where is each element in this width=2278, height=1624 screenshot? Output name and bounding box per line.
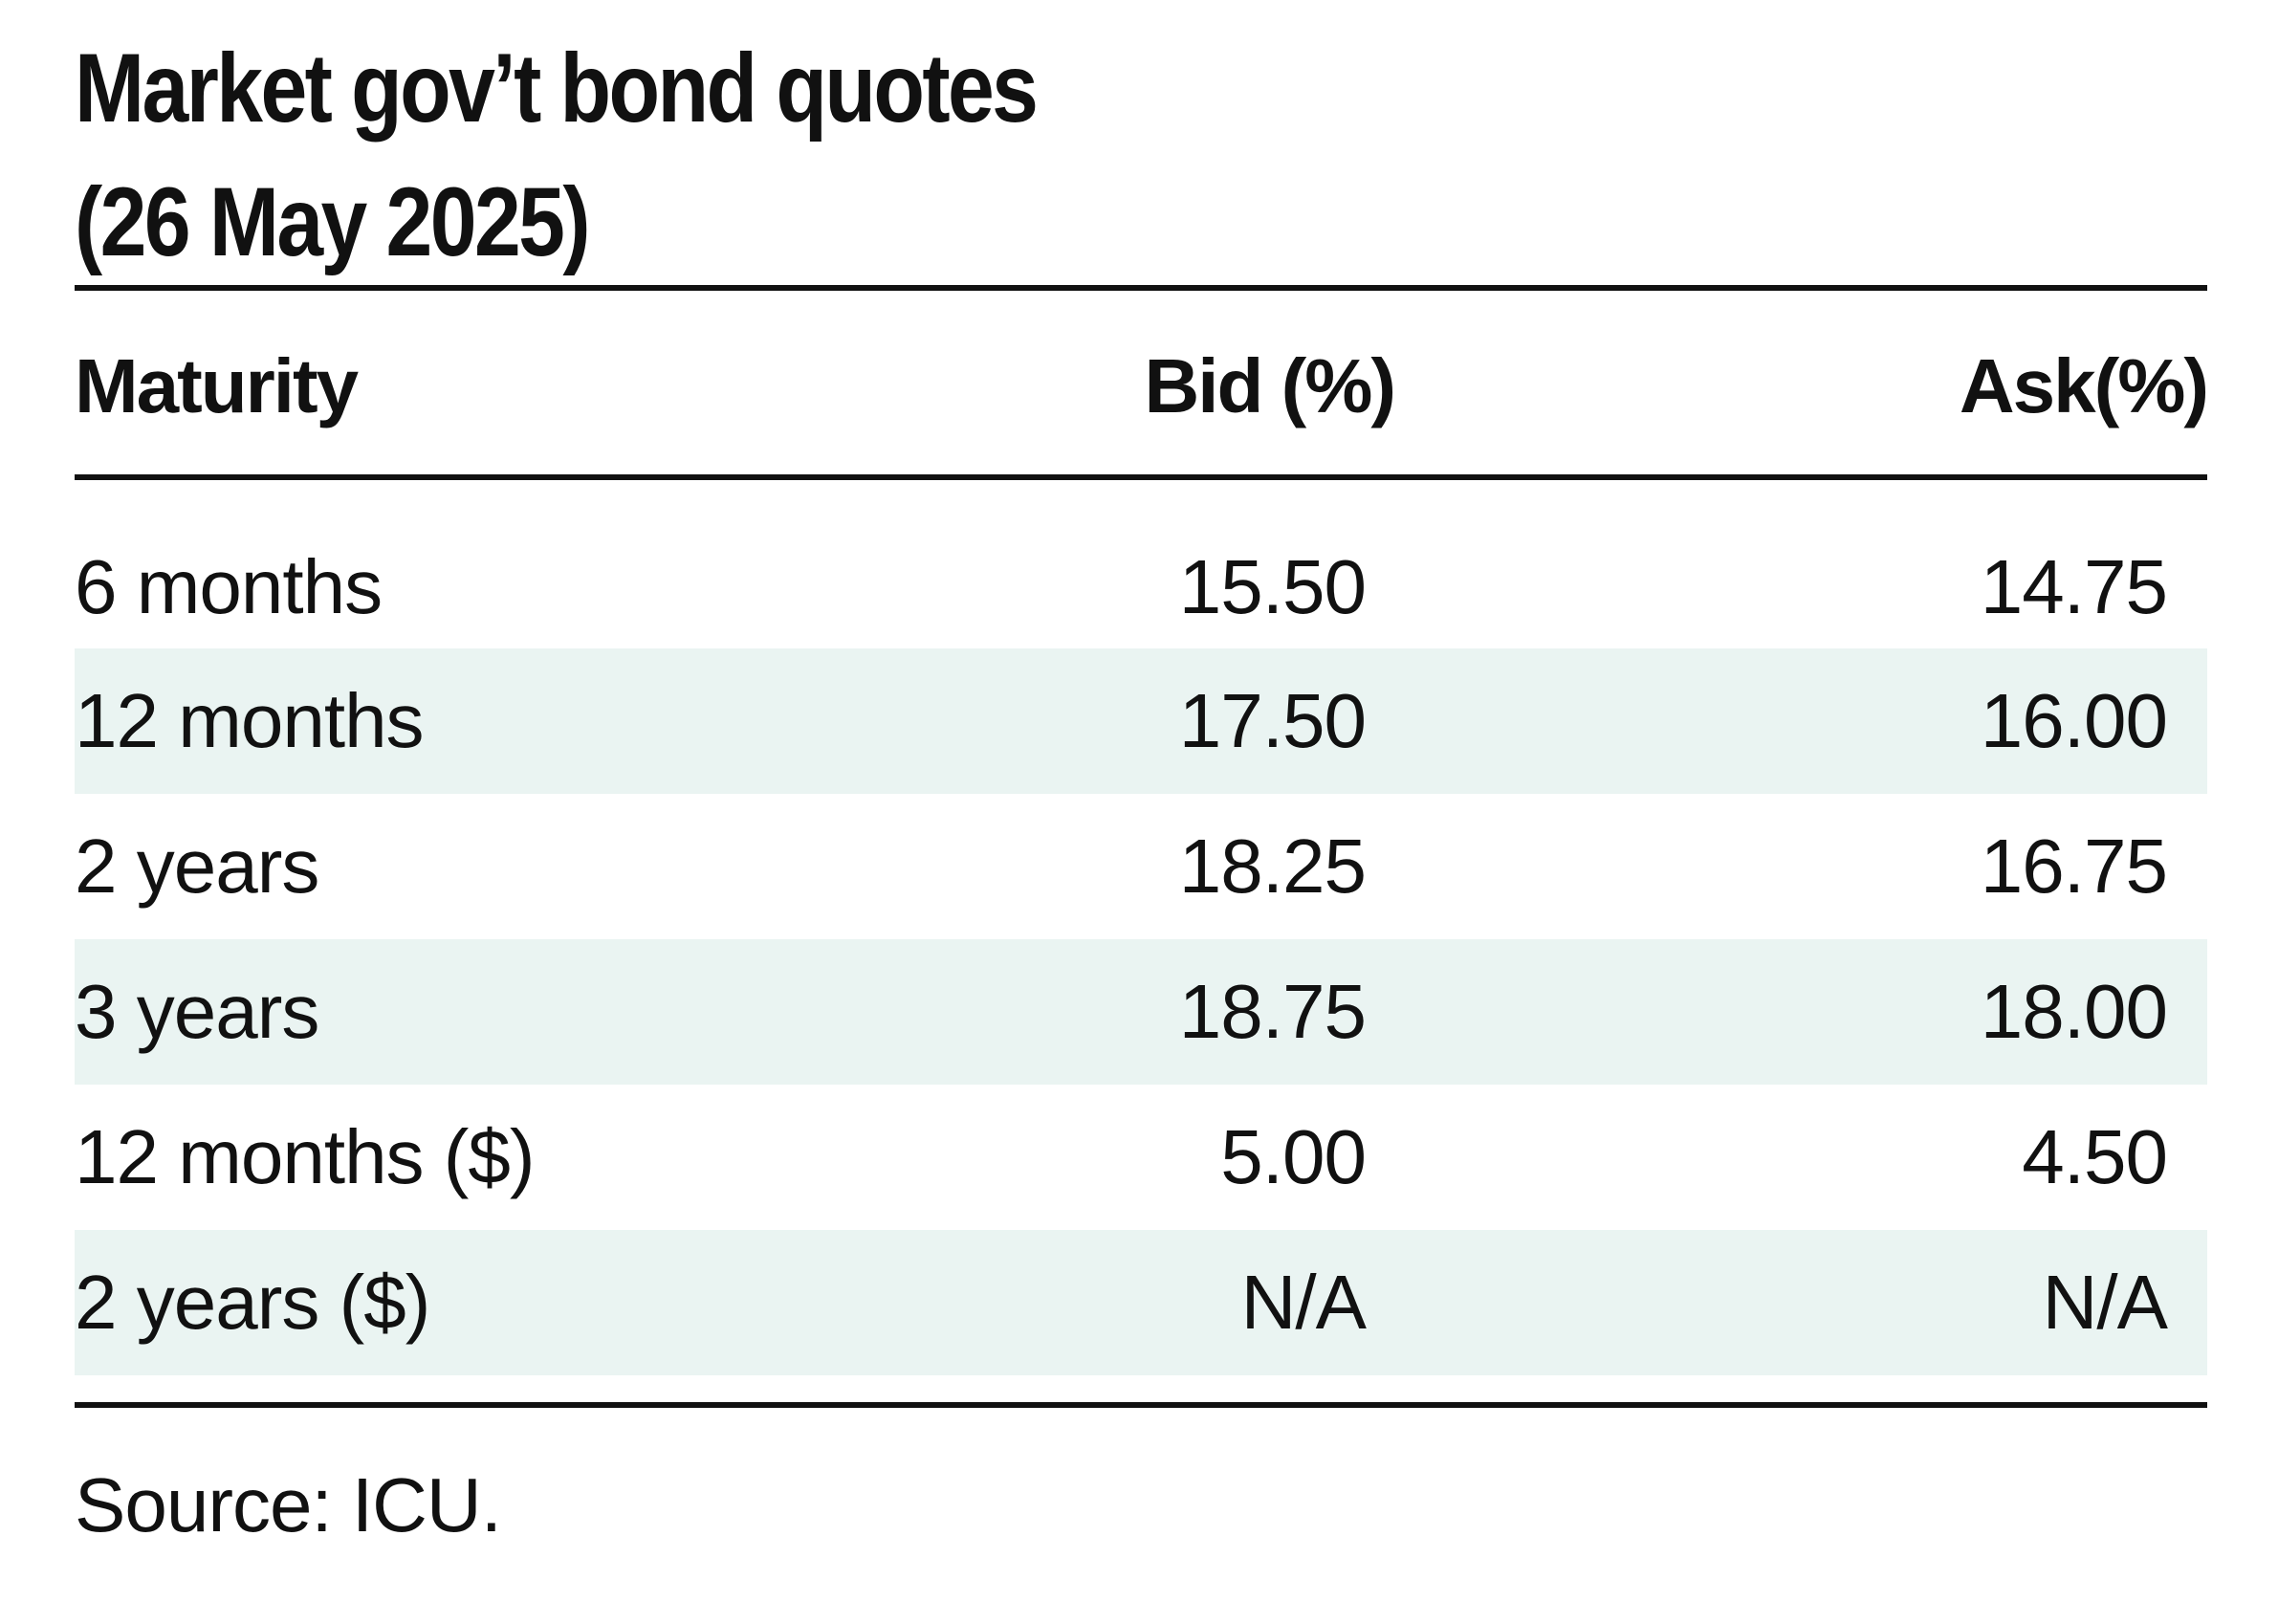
cell-maturity: 3 years <box>75 969 319 1054</box>
cell-ask: 14.75 <box>1980 544 2168 629</box>
cell-bid: 18.75 <box>1178 969 1367 1054</box>
table-row: 2 years 18.25 16.75 <box>75 794 2207 939</box>
source-note: Source: ICU. <box>75 1462 502 1547</box>
title-line-1: Market gov’t bond quotes <box>75 33 1039 143</box>
cell-maturity: 6 months <box>75 544 383 629</box>
cell-bid: N/A <box>1240 1260 1367 1345</box>
table-row: 12 months ($) 5.00 4.50 <box>75 1085 2207 1230</box>
table-row: 3 years 18.75 18.00 <box>75 939 2207 1085</box>
cell-ask: 16.75 <box>1980 823 2168 909</box>
header-ask: Ask(%) <box>1959 343 2209 428</box>
cell-maturity: 12 months ($) <box>75 1114 536 1199</box>
cell-ask: N/A <box>2042 1260 2168 1345</box>
cell-bid: 15.50 <box>1178 544 1367 629</box>
cell-bid: 17.50 <box>1178 678 1367 763</box>
cell-maturity: 2 years <box>75 823 319 909</box>
cell-bid: 18.25 <box>1178 823 1367 909</box>
header-maturity: Maturity <box>75 343 359 428</box>
cell-bid: 5.00 <box>1220 1114 1367 1199</box>
top-rule <box>75 285 2207 291</box>
cell-maturity: 12 months <box>75 678 425 763</box>
header-rule <box>75 474 2207 480</box>
cell-ask: 16.00 <box>1980 678 2168 763</box>
table-row: 12 months 17.50 16.00 <box>75 648 2207 794</box>
table-row: 2 years ($) N/A N/A <box>75 1230 2207 1375</box>
header-bid: Bid (%) <box>1144 343 1396 428</box>
cell-ask: 4.50 <box>2022 1114 2168 1199</box>
bottom-rule <box>75 1402 2207 1408</box>
table-header: Maturity Bid (%) Ask(%) <box>75 291 2209 474</box>
table-title: Market gov’t bond quotes (26 May 2025) <box>75 21 1308 289</box>
cell-ask: 18.00 <box>1980 969 2168 1054</box>
title-line-2: (26 May 2025) <box>75 167 591 276</box>
table-row: 6 months 15.50 14.75 <box>75 515 2207 660</box>
cell-maturity: 2 years ($) <box>75 1260 430 1345</box>
